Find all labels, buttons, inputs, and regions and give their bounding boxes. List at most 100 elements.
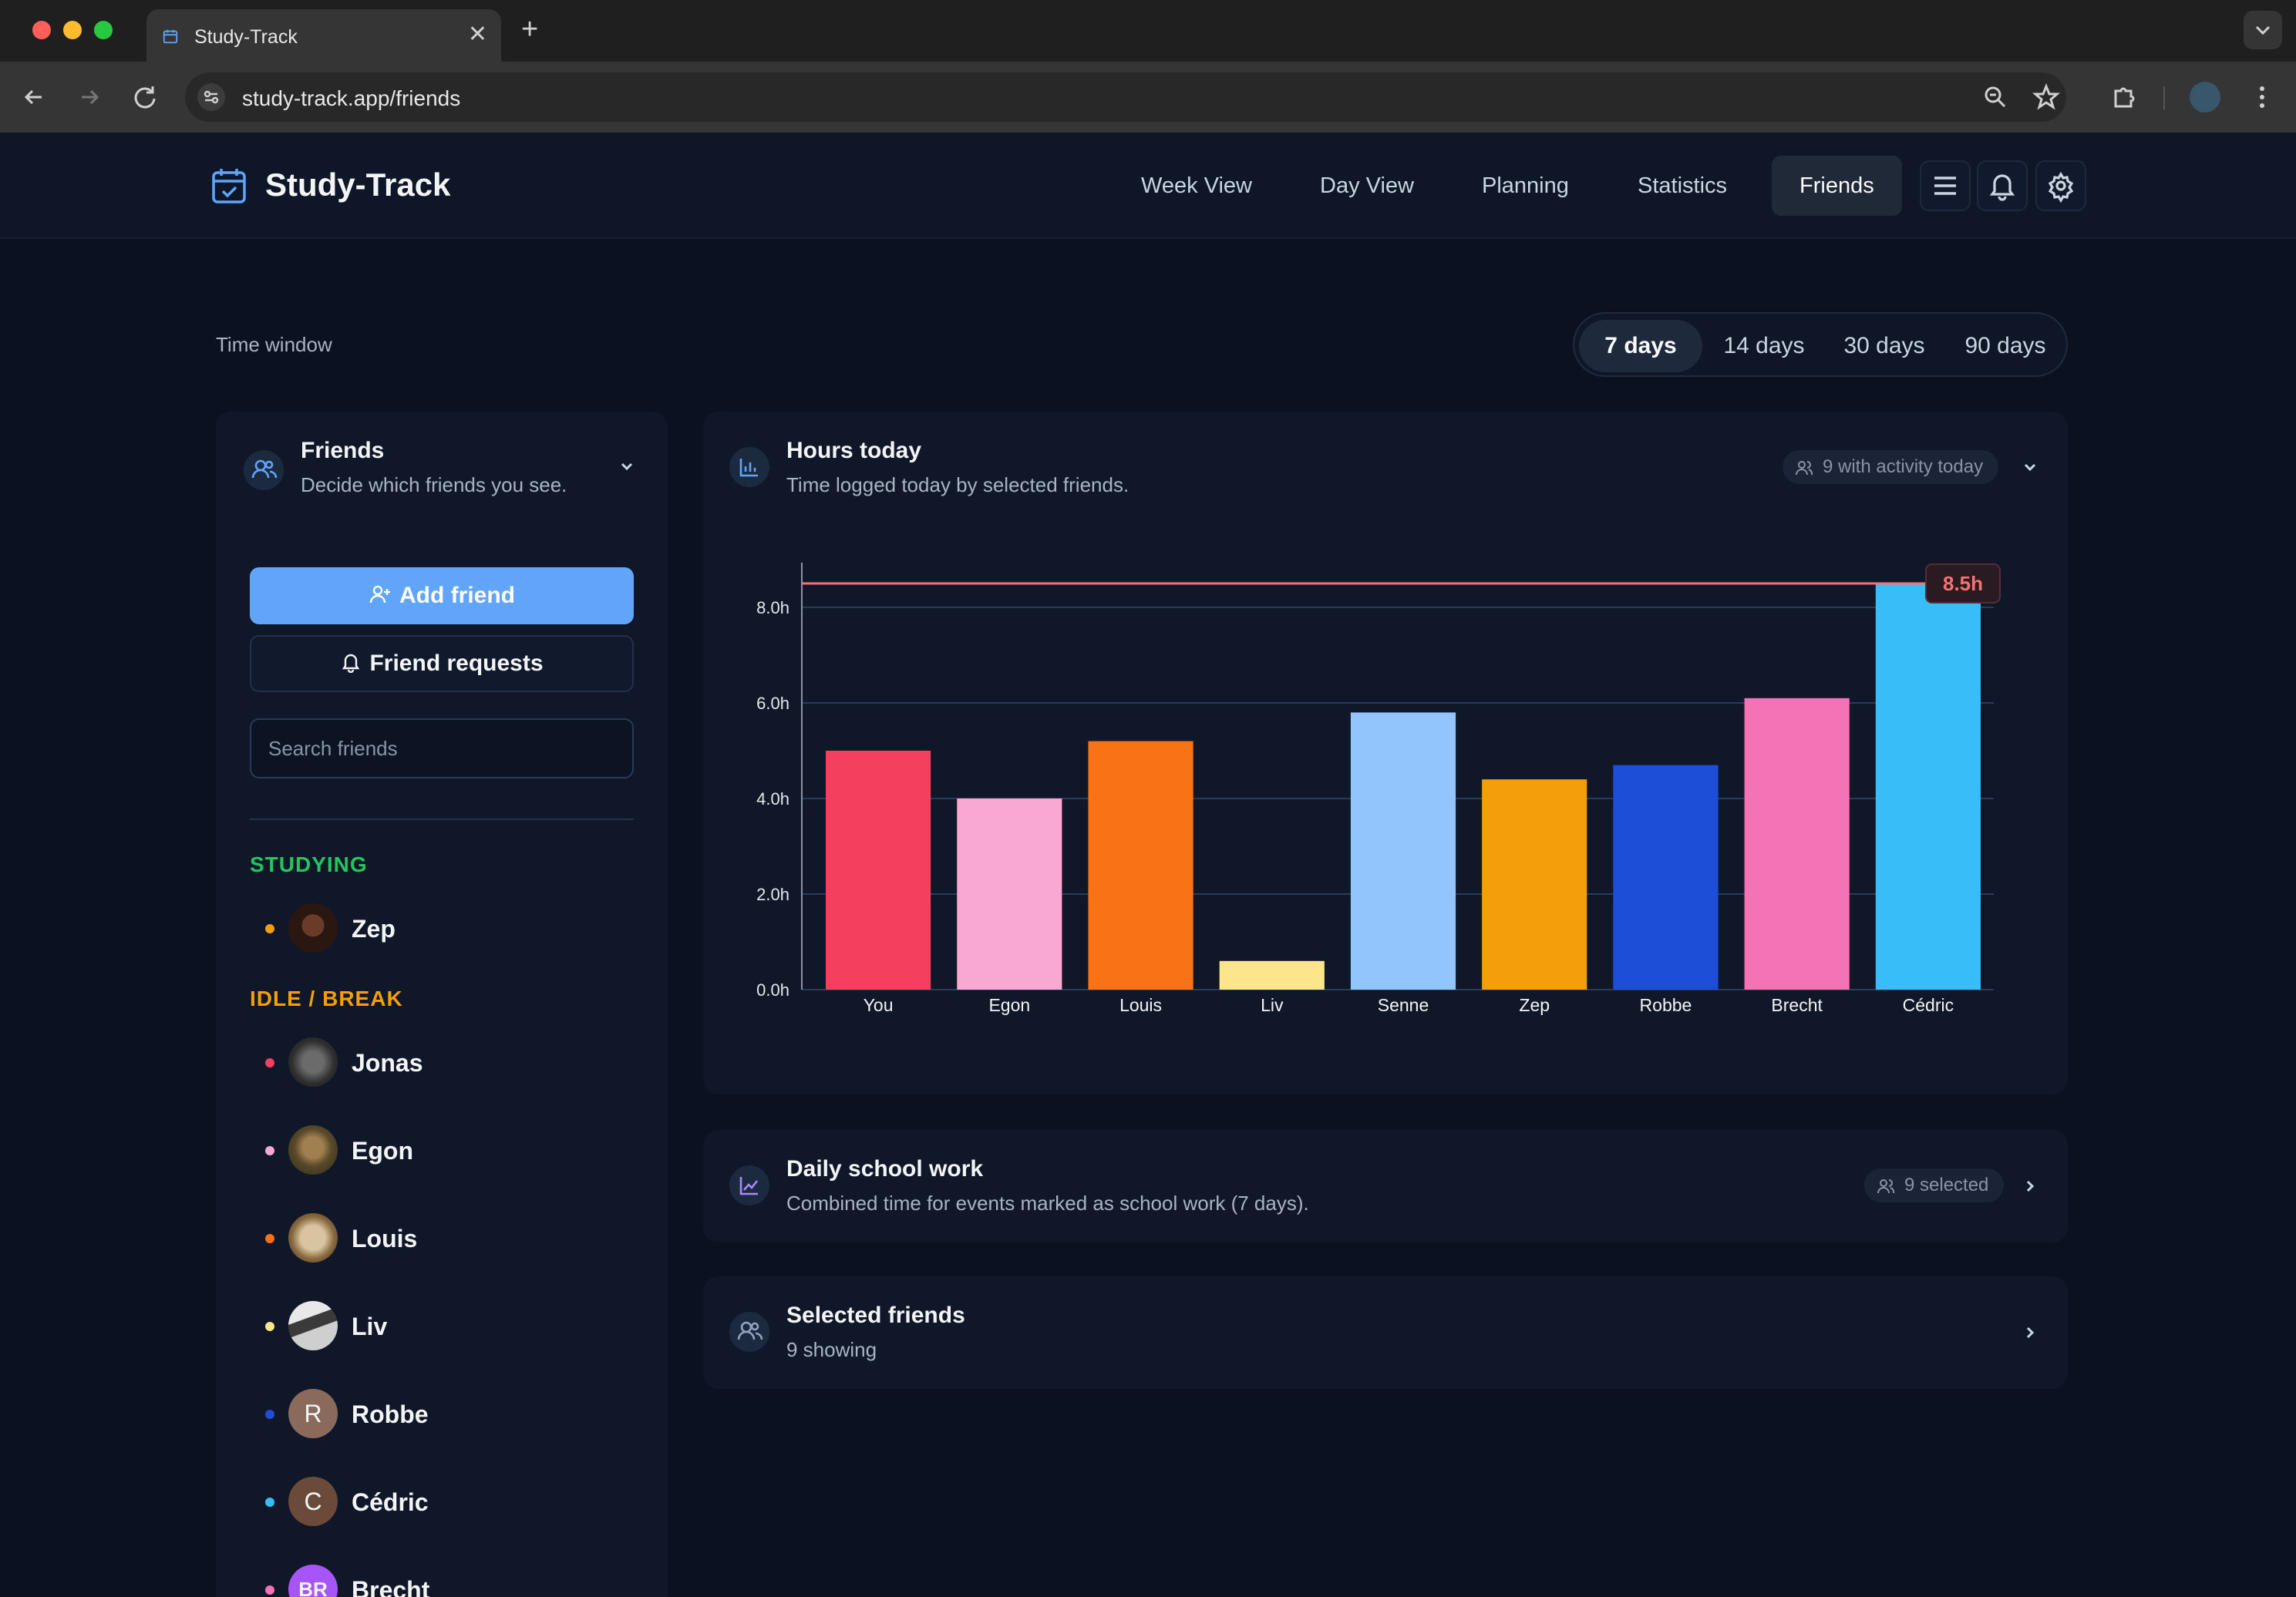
status-dot xyxy=(265,1498,274,1507)
bell-icon xyxy=(1989,174,2015,201)
avatar xyxy=(288,903,338,953)
zoom-window-button[interactable] xyxy=(94,21,113,39)
users-icon xyxy=(244,450,284,490)
nav-week-view[interactable]: Week View xyxy=(1141,173,1252,198)
friend-name: Egon xyxy=(352,1137,413,1165)
chevron-right-icon[interactable] xyxy=(2018,1175,2042,1198)
bar xyxy=(1350,712,1456,990)
chevron-right-icon[interactable] xyxy=(2018,1321,2042,1344)
y-tick-label: 6.0h xyxy=(756,694,789,713)
nav-day-view[interactable]: Day View xyxy=(1320,173,1414,198)
extensions-icon[interactable] xyxy=(2105,79,2142,116)
chevron-down-icon[interactable] xyxy=(615,455,638,478)
search-friends-input[interactable] xyxy=(250,718,634,778)
site-settings-icon[interactable] xyxy=(197,83,225,111)
tab-close-icon[interactable]: ✕ xyxy=(467,22,487,47)
x-tick-label: Cédric xyxy=(1903,995,1954,1015)
time-window-selector: 7 days 14 days 30 days 90 days xyxy=(1573,312,2068,377)
bar xyxy=(1875,583,1981,990)
avatar: R xyxy=(288,1389,338,1438)
reload-icon[interactable] xyxy=(126,79,163,116)
more-menu-icon[interactable] xyxy=(2244,79,2281,116)
friend-name: Robbe xyxy=(352,1400,429,1428)
user-plus-icon xyxy=(369,585,390,603)
selected-count-badge: 9 selected xyxy=(1864,1168,2005,1202)
friend-name: Brecht xyxy=(352,1576,430,1597)
time-window-7-days[interactable]: 7 days xyxy=(1579,320,1702,372)
address-bar[interactable]: study-track.app/friends xyxy=(185,72,2066,122)
hamburger-icon xyxy=(1934,177,1956,195)
bar xyxy=(826,751,931,990)
selected-friends-card[interactable]: Selected friends 9 showing xyxy=(703,1276,2068,1389)
chevron-down-icon xyxy=(2255,25,2271,35)
y-tick-label: 8.0h xyxy=(756,598,789,617)
friend-item[interactable]: C Cédric xyxy=(265,1475,620,1529)
friend-item[interactable]: BR Brecht xyxy=(265,1563,620,1597)
friend-item[interactable]: Jonas xyxy=(265,1036,620,1090)
friend-name: Zep xyxy=(352,915,396,943)
close-window-button[interactable] xyxy=(32,21,51,39)
y-tick-label: 4.0h xyxy=(756,789,789,809)
tab-search-button[interactable] xyxy=(2244,11,2282,49)
avatar xyxy=(288,1125,338,1175)
notifications-button[interactable] xyxy=(1977,160,2028,211)
nav-statistics[interactable]: Statistics xyxy=(1638,173,1728,198)
avatar xyxy=(288,1037,338,1087)
users-icon xyxy=(1877,1179,1895,1194)
add-friend-button[interactable]: Add friend xyxy=(250,567,634,624)
group-label-studying: STUDYING xyxy=(250,852,368,876)
profile-avatar[interactable] xyxy=(2190,82,2220,113)
x-tick-label: Liv xyxy=(1261,995,1284,1015)
menu-button[interactable] xyxy=(1920,160,1971,211)
friend-item[interactable]: Liv xyxy=(265,1299,620,1353)
add-friend-label: Add friend xyxy=(399,583,515,608)
x-tick-label: Senne xyxy=(1378,995,1429,1015)
x-tick-label: Robbe xyxy=(1640,995,1692,1015)
bar xyxy=(1088,741,1193,990)
tab-title: Study-Track xyxy=(194,26,298,48)
nav-friends[interactable]: Friends xyxy=(1772,156,1902,216)
bookmark-star-icon[interactable] xyxy=(2028,79,2065,116)
activity-count-text: 9 with activity today xyxy=(1823,456,1984,477)
new-tab-icon[interactable]: + xyxy=(521,13,539,45)
back-icon[interactable] xyxy=(15,79,52,116)
time-window-30-days[interactable]: 30 days xyxy=(1843,333,1925,358)
bar xyxy=(1613,765,1719,990)
bar xyxy=(957,798,1062,990)
browser-toolbar: study-track.app/friends xyxy=(0,62,2296,133)
friends-panel-title: Friends xyxy=(301,438,385,463)
friend-name: Jonas xyxy=(352,1049,423,1077)
time-window-label: Time window xyxy=(216,333,332,356)
x-tick-label: You xyxy=(864,995,894,1015)
app-logo-text[interactable]: Study-Track xyxy=(265,166,451,203)
nav-planning[interactable]: Planning xyxy=(1482,173,1569,198)
hours-today-title: Hours today xyxy=(786,438,922,463)
minimize-window-button[interactable] xyxy=(63,21,82,39)
time-window-90-days[interactable]: 90 days xyxy=(1964,333,2046,358)
friend-name: Liv xyxy=(352,1313,388,1340)
panel-divider xyxy=(250,819,634,820)
chevron-down-icon[interactable] xyxy=(2018,456,2042,479)
y-tick-label: 2.0h xyxy=(756,885,789,904)
bar xyxy=(1482,779,1587,990)
x-tick-label: Brecht xyxy=(1771,995,1823,1015)
avatar xyxy=(288,1301,338,1350)
x-tick-label: Louis xyxy=(1119,995,1162,1015)
users-icon xyxy=(1796,461,1813,476)
zoom-icon[interactable] xyxy=(1977,79,2014,116)
bar-chart-icon xyxy=(729,447,769,487)
forward-icon[interactable] xyxy=(71,79,108,116)
daily-school-work-card[interactable]: Daily school work Combined time for even… xyxy=(703,1130,2068,1242)
time-window-14-days[interactable]: 14 days xyxy=(1723,333,1805,358)
calendar-icon xyxy=(163,29,178,44)
browser-tab[interactable]: Study-Track ✕ xyxy=(146,9,501,62)
friend-item[interactable]: R Robbe xyxy=(265,1387,620,1441)
activity-count-badge: 9 with activity today xyxy=(1783,450,1999,484)
friend-item[interactable]: Zep xyxy=(265,902,620,956)
friend-item[interactable]: Louis xyxy=(265,1212,620,1266)
friend-requests-label: Friend requests xyxy=(369,651,544,676)
friend-item[interactable]: Egon xyxy=(265,1124,620,1178)
friend-requests-button[interactable]: Friend requests xyxy=(250,635,634,692)
friends-panel-subtitle: Decide which friends you see. xyxy=(301,473,567,496)
settings-button[interactable] xyxy=(2035,160,2086,211)
